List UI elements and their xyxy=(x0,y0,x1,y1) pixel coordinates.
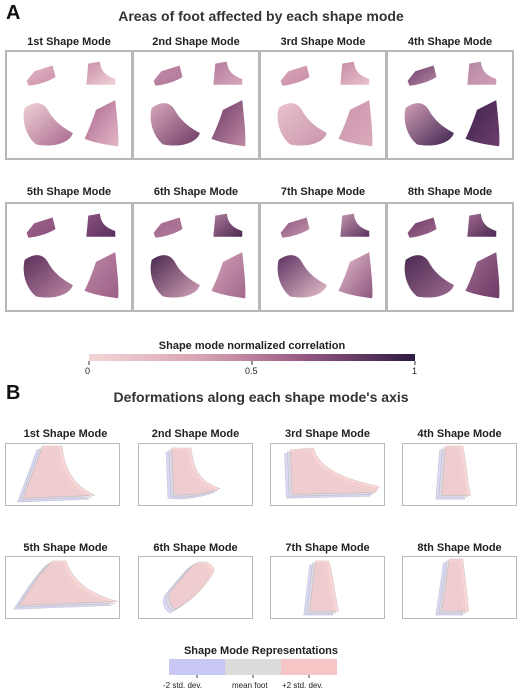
panel-b-mode-label-3: 3rd Shape Mode xyxy=(270,428,385,440)
foot-view-sideTR xyxy=(467,214,496,237)
panel-b-mode-label-4: 4th Shape Mode xyxy=(402,428,517,440)
panel-a-mode-box-5 xyxy=(5,202,133,312)
panel-b-mode-label-7: 7th Shape Mode xyxy=(270,542,385,554)
foot-view-bigBL xyxy=(151,103,200,145)
colorbar-tick-label-05: 0.5 xyxy=(245,366,258,376)
foot-view-sideTR xyxy=(340,62,369,85)
panel-b-mode-box-4 xyxy=(402,443,517,506)
panel-a-mode-box-8 xyxy=(386,202,514,312)
panel-b-mode-label-5: 5th Shape Mode xyxy=(8,542,123,554)
colorbar-title: Shape mode normalized correlation xyxy=(88,340,416,352)
foot-plus2 xyxy=(442,446,471,495)
panel-a-title: Areas of foot affected by each shape mod… xyxy=(0,8,522,24)
foot-plus2 xyxy=(169,562,214,609)
panel-b-mode-box-6 xyxy=(138,556,253,619)
foot-view-sideTL xyxy=(154,65,183,85)
foot-view-sideTL xyxy=(281,217,310,237)
foot-view-bigBL xyxy=(24,255,73,297)
panel-b-mode-box-1 xyxy=(5,443,120,506)
panel-a-mode-label-8: 8th Shape Mode xyxy=(386,186,514,198)
panel-a-mode-box-7 xyxy=(259,202,387,312)
panel-b-mode-label-6: 6th Shape Mode xyxy=(138,542,253,554)
legend-label-plus2: +2 std. dev. xyxy=(282,681,323,690)
panel-a-mode-box-4 xyxy=(386,50,514,160)
foot-view-bigBL xyxy=(405,255,454,297)
legend-title: Shape Mode Representations xyxy=(150,645,372,657)
foot-view-sideTR xyxy=(340,214,369,237)
panel-a-mode-box-6 xyxy=(132,202,260,312)
panel-b-mode-label-1: 1st Shape Mode xyxy=(8,428,123,440)
foot-view-sideTL xyxy=(154,217,183,237)
legend-bar xyxy=(168,658,338,678)
foot-view-bigBR xyxy=(84,100,118,146)
legend-label-minus2: -2 std. dev. xyxy=(163,681,202,690)
legend-swatch-minus2 xyxy=(169,659,225,675)
legend-label-mean: mean foot xyxy=(232,681,268,690)
foot-view-bigBR xyxy=(338,100,372,146)
panel-b-mode-label-2: 2nd Shape Mode xyxy=(138,428,253,440)
foot-view-bigBR xyxy=(84,252,118,298)
panel-a-mode-label-4: 4th Shape Mode xyxy=(386,36,514,48)
foot-view-bigBL xyxy=(278,103,327,145)
panel-b-mode-box-7 xyxy=(270,556,385,619)
panel-b-mode-box-8 xyxy=(402,556,517,619)
foot-plus2 xyxy=(290,448,379,494)
panel-b-title: Deformations along each shape mode's axi… xyxy=(0,389,522,405)
foot-view-sideTL xyxy=(281,65,310,85)
foot-view-sideTL xyxy=(27,65,56,85)
foot-view-sideTR xyxy=(86,214,115,237)
panel-a-mode-box-1 xyxy=(5,50,133,160)
foot-view-sideTL xyxy=(408,65,437,85)
foot-view-bigBR xyxy=(465,100,499,146)
panel-a-mode-label-7: 7th Shape Mode xyxy=(259,186,387,198)
colorbar-gradient xyxy=(89,354,415,361)
panel-b-mode-box-3 xyxy=(270,443,385,506)
foot-plus2 xyxy=(19,561,118,606)
foot-view-sideTL xyxy=(408,217,437,237)
foot-view-bigBL xyxy=(24,103,73,145)
colorbar-tick-label-0: 0 xyxy=(85,366,90,376)
foot-view-bigBL xyxy=(278,255,327,297)
legend-swatch-plus2 xyxy=(281,659,337,675)
foot-view-sideTL xyxy=(27,217,56,237)
panel-b-mode-box-2 xyxy=(138,443,253,506)
foot-view-bigBR xyxy=(211,252,245,298)
foot-plus2 xyxy=(23,446,95,498)
legend-swatch-mean xyxy=(225,659,281,675)
panel-a-mode-label-1: 1st Shape Mode xyxy=(5,36,133,48)
foot-plus2 xyxy=(172,448,220,495)
panel-a-mode-label-6: 6th Shape Mode xyxy=(132,186,260,198)
foot-view-bigBL xyxy=(405,103,454,145)
foot-view-sideTR xyxy=(467,62,496,85)
panel-a-mode-box-3 xyxy=(259,50,387,160)
foot-view-bigBR xyxy=(338,252,372,298)
foot-view-sideTR xyxy=(213,214,242,237)
foot-view-bigBR xyxy=(465,252,499,298)
panel-b-mode-label-8: 8th Shape Mode xyxy=(402,542,517,554)
panel-a-mode-label-2: 2nd Shape Mode xyxy=(132,36,260,48)
colorbar-tick-label-1: 1 xyxy=(412,366,417,376)
foot-view-bigBL xyxy=(151,255,200,297)
panel-b-mode-box-5 xyxy=(5,556,120,619)
panel-a-mode-label-5: 5th Shape Mode xyxy=(5,186,133,198)
foot-view-bigBR xyxy=(211,100,245,146)
foot-view-sideTR xyxy=(86,62,115,85)
panel-a-mode-box-2 xyxy=(132,50,260,160)
panel-a-mode-label-3: 3rd Shape Mode xyxy=(259,36,387,48)
foot-view-sideTR xyxy=(213,62,242,85)
